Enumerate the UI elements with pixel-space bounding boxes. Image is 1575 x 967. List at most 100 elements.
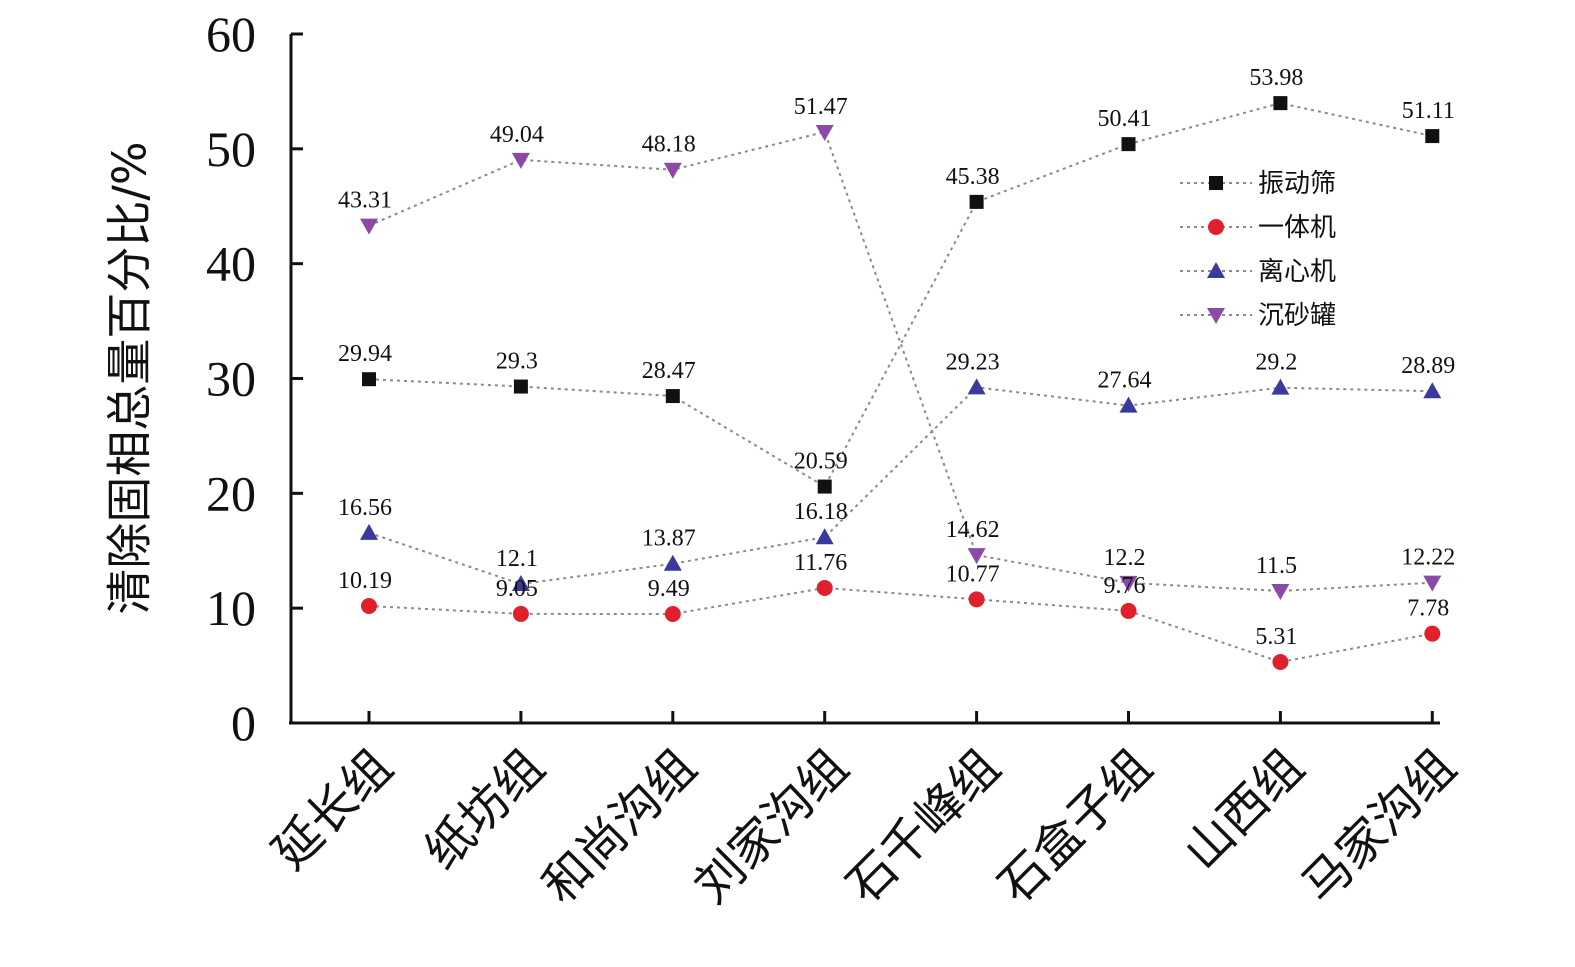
series-2-point (967, 378, 986, 395)
y-tick-label: 20 (206, 465, 256, 521)
legend-label: 离心机 (1258, 257, 1336, 287)
series-line-2 (368, 386, 1433, 586)
data-label: 9.76 (1104, 573, 1146, 599)
data-label: 12.1 (496, 546, 538, 572)
data-label: 29.23 (946, 349, 1000, 375)
series-3-point (1271, 583, 1290, 600)
data-label: 12.22 (1401, 545, 1455, 571)
data-label: 45.38 (946, 164, 1000, 190)
legend-marker (1207, 308, 1225, 324)
data-label: 16.56 (338, 495, 392, 521)
data-label: 28.47 (642, 358, 696, 384)
legend-label: 沉砂罐 (1258, 301, 1336, 331)
data-label: 48.18 (642, 132, 696, 158)
data-labels: 29.94 29.3 28.47 20.59 45.38 50.41 53.98 51.11 1… (338, 65, 1455, 650)
legend-label: 一体机 (1258, 213, 1336, 243)
data-label: 29.2 (1255, 350, 1297, 376)
x-category-label: 山西组 (1173, 739, 1314, 880)
series-2-point (360, 523, 378, 540)
series-2-point (1423, 382, 1442, 399)
data-label: 14.62 (946, 517, 1000, 543)
data-label: 11.5 (1256, 553, 1297, 579)
y-tick-label: 0 (231, 695, 256, 751)
data-label: 9.49 (648, 576, 690, 602)
legend-marker (1209, 176, 1223, 190)
axes (289, 34, 1440, 725)
series-0-point (969, 194, 984, 209)
series-3-point (511, 152, 530, 169)
series-0-point (1425, 129, 1440, 144)
series-3-point (1423, 575, 1442, 592)
x-category-label: 纸坊组 (414, 739, 555, 880)
series-line-0 (368, 102, 1433, 488)
data-label: 49.04 (490, 122, 544, 148)
series-3-point (1119, 575, 1138, 592)
series-3-point (967, 548, 986, 565)
y-tick-label: 30 (206, 351, 256, 407)
series-1-point (1272, 654, 1289, 671)
series-3-point (360, 218, 378, 235)
series-line-3 (368, 130, 1433, 592)
series-0-point (1121, 137, 1136, 152)
series-1-point (1120, 602, 1137, 619)
data-label: 5.31 (1255, 624, 1297, 650)
y-tick-label: 40 (206, 236, 256, 292)
series-2-point (511, 575, 530, 592)
series-0-point (362, 372, 376, 387)
series-3-point (663, 162, 682, 179)
data-label: 12.2 (1104, 545, 1146, 571)
legend-marker (1208, 219, 1224, 235)
series-1-point (1424, 625, 1441, 642)
data-label: 27.64 (1098, 368, 1152, 394)
data-label: 29.3 (496, 349, 538, 375)
data-label: 9.05 (496, 576, 538, 602)
data-label: 7.78 (1407, 596, 1449, 622)
x-category-label: 石盒子组 (988, 739, 1163, 914)
data-label: 10.19 (338, 568, 392, 594)
series-2-point (663, 554, 682, 571)
x-category-label: 马家沟组 (1291, 739, 1466, 914)
series-1-point (968, 591, 985, 608)
y-tick-label: 50 (206, 121, 256, 177)
data-label: 51.47 (794, 94, 848, 120)
data-label: 10.77 (946, 561, 1000, 587)
series-lines (368, 102, 1433, 664)
data-label: 28.89 (1401, 353, 1455, 379)
y-tick-label: 10 (206, 580, 256, 636)
y-tick-label: 60 (206, 6, 256, 62)
series-0-point (665, 389, 680, 404)
data-label: 29.94 (338, 341, 392, 367)
data-label: 16.18 (794, 499, 848, 525)
series-line-1 (368, 586, 1433, 664)
series-2-point (1271, 378, 1290, 395)
data-label: 13.87 (642, 526, 696, 552)
series-1-point (512, 605, 529, 622)
data-label: 51.11 (1402, 98, 1455, 124)
series-markers (360, 96, 1442, 671)
series-3-point (815, 124, 834, 141)
series-1-point (816, 579, 833, 596)
data-label: 20.59 (794, 449, 848, 475)
x-category-label: 石千峰组 (836, 739, 1011, 914)
data-label: 50.41 (1098, 106, 1152, 132)
x-category-label: 和尚沟组 (532, 739, 707, 914)
series-2-point (815, 528, 834, 545)
series-0-point (513, 379, 528, 394)
series-1-point (664, 606, 681, 623)
series-1-point (361, 597, 377, 614)
legend-label: 振动筛 (1258, 169, 1336, 199)
series-0-point (1273, 96, 1288, 111)
x-category-label: 刘家沟组 (684, 739, 859, 914)
legend-marker (1207, 262, 1225, 278)
data-label: 43.31 (338, 188, 392, 214)
data-label: 53.98 (1249, 65, 1303, 91)
y-axis-title: 清除固相总量百分比/% (103, 141, 157, 614)
y-ticks: 0 10 20 30 40 50 60 (206, 6, 303, 751)
x-category-label: 延长组 (262, 739, 403, 880)
series-0-point (817, 479, 832, 494)
series-2-point (1119, 396, 1138, 413)
data-label: 11.76 (794, 550, 847, 576)
